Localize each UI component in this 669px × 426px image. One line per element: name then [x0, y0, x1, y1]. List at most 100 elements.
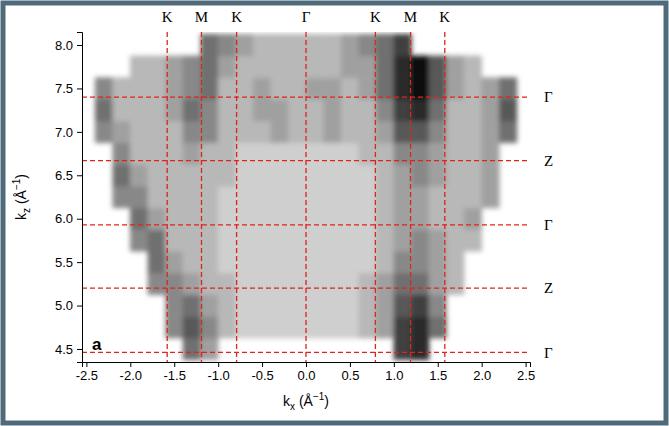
tick-label: 1.5 [429, 368, 447, 383]
cell [358, 77, 376, 99]
cell [218, 186, 236, 208]
vertical-line [236, 32, 237, 362]
cell [446, 229, 464, 251]
cell [200, 338, 218, 360]
cell [200, 251, 218, 273]
cell [235, 56, 253, 78]
vertical-line [444, 32, 445, 362]
cell [358, 316, 376, 338]
point-label: Γ [544, 217, 553, 233]
cell [323, 142, 341, 164]
cell [200, 208, 218, 230]
cell [481, 121, 499, 143]
vertical-line [375, 32, 376, 362]
cell [235, 186, 253, 208]
tick-mark [77, 219, 82, 220]
cell [429, 273, 447, 295]
cell [394, 273, 412, 295]
tick-mark [262, 362, 263, 367]
cell [148, 273, 166, 295]
cell [481, 77, 499, 99]
cell [341, 186, 359, 208]
axis-title-part: (Å [13, 189, 29, 208]
cell [306, 56, 324, 78]
cell [429, 208, 447, 230]
cell [200, 273, 218, 295]
cell [218, 164, 236, 186]
cell [271, 77, 289, 99]
cell [200, 77, 218, 99]
tick: 2.0 [473, 362, 491, 383]
cell [183, 229, 201, 251]
cell [112, 121, 130, 143]
cell [323, 273, 341, 295]
tick-mark [77, 262, 82, 263]
cell [306, 34, 324, 56]
tick: 0.0 [297, 362, 315, 383]
tick: -1.0 [207, 362, 229, 383]
tick: 4.5 [55, 342, 82, 357]
tick: 7.5 [55, 81, 82, 96]
cell [429, 164, 447, 186]
tick: 6.5 [55, 168, 82, 183]
cell [411, 316, 429, 338]
panel-label: a [92, 335, 102, 354]
cell [200, 34, 218, 56]
cell [323, 208, 341, 230]
axis-line [83, 363, 531, 368]
plot-area [82, 32, 530, 362]
cell [148, 208, 166, 230]
horizontal-line [82, 352, 530, 353]
cell [376, 142, 394, 164]
cell [464, 208, 482, 230]
cell [218, 142, 236, 164]
cell [394, 164, 412, 186]
tick-mark [77, 45, 82, 46]
cell [429, 294, 447, 316]
cell [499, 77, 517, 99]
tick: -2.0 [120, 362, 142, 383]
cell [411, 164, 429, 186]
point-label: K [231, 9, 242, 25]
cell [148, 121, 166, 143]
cell [183, 186, 201, 208]
cell [165, 142, 183, 164]
cell [165, 99, 183, 121]
cell [341, 208, 359, 230]
horizontal-line [82, 224, 530, 225]
cell [464, 229, 482, 251]
cell [288, 164, 306, 186]
cell [218, 56, 236, 78]
cell [148, 56, 166, 78]
axis-title-part: ) [324, 393, 329, 409]
cell [394, 121, 412, 143]
vertical-line [167, 32, 168, 362]
cell [288, 208, 306, 230]
tick-mark [77, 306, 82, 307]
cell [376, 121, 394, 143]
cell [288, 121, 306, 143]
cell [183, 142, 201, 164]
tick-label: 7.0 [55, 125, 73, 140]
vertical-line [410, 32, 411, 362]
cell [218, 316, 236, 338]
cell [323, 251, 341, 273]
cell [165, 294, 183, 316]
cell [130, 56, 148, 78]
cell [376, 34, 394, 56]
tick-label: 2.5 [517, 368, 535, 383]
x-axis-title: kx (Å−1) [283, 391, 329, 412]
cell [200, 99, 218, 121]
cell [200, 164, 218, 186]
cell [341, 121, 359, 143]
cell [165, 56, 183, 78]
cell [323, 121, 341, 143]
cell [394, 34, 412, 56]
cell [183, 251, 201, 273]
cell [358, 34, 376, 56]
cell [165, 229, 183, 251]
cell [200, 121, 218, 143]
vertical-line [305, 32, 306, 362]
cell [148, 251, 166, 273]
cell [306, 142, 324, 164]
